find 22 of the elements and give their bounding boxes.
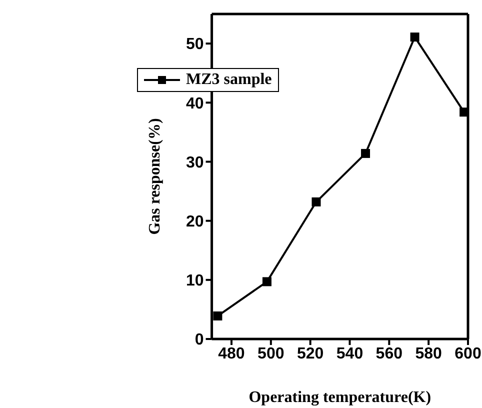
y-tick-label: 10 (186, 272, 204, 290)
x-tick-label: 500 (258, 345, 284, 362)
legend-label: MZ3 sample (186, 71, 272, 89)
y-tick-label: 50 (186, 36, 204, 54)
point (213, 311, 222, 320)
x-tick-label: 600 (454, 345, 482, 362)
y-axis-title: Gas response(%) (146, 118, 164, 235)
x-tick-label: 540 (336, 345, 364, 362)
x-axis-title: Operating temperature(K) (248, 389, 432, 406)
y-tick-label: 30 (186, 154, 204, 172)
x-tick-label: 520 (296, 345, 324, 362)
y-tick-label: 0 (194, 332, 204, 349)
y-tick-label: 20 (186, 214, 204, 230)
x-tick-label: 480 (218, 345, 245, 362)
point (460, 108, 468, 117)
point (410, 32, 420, 42)
x-tick-label: 560 (376, 345, 403, 362)
x-tick-label: 580 (415, 345, 442, 362)
point (262, 277, 272, 286)
point (312, 197, 321, 206)
y-tick-label: 40 (186, 95, 204, 112)
point (361, 148, 370, 158)
